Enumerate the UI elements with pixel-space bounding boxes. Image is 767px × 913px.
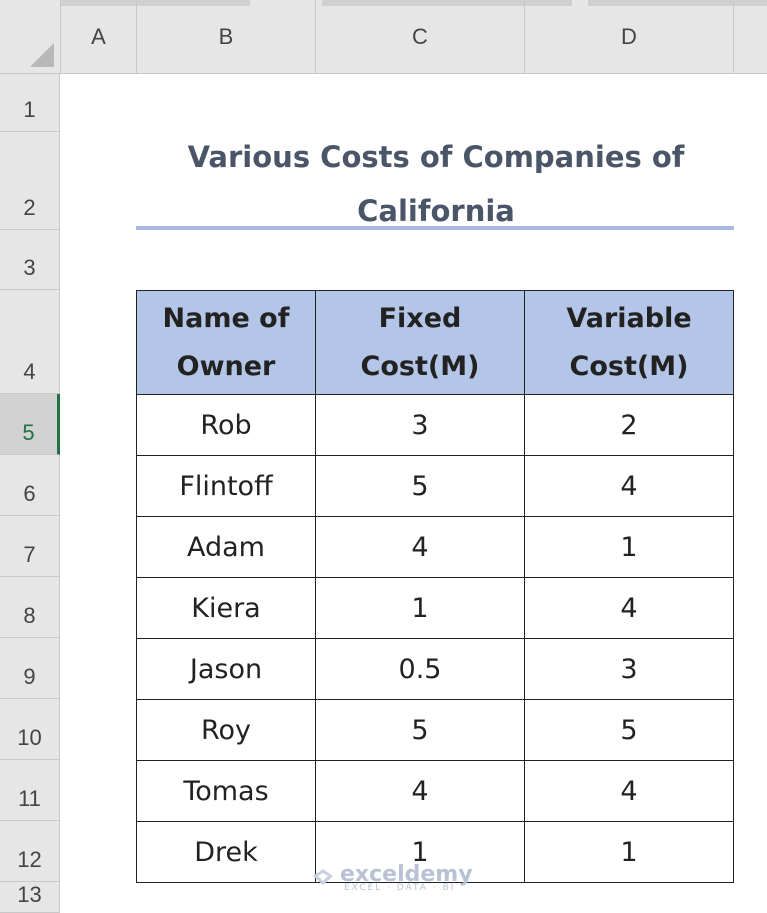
sheet-title: Various Costs of Companies of California: [187, 140, 685, 228]
top-strip: [60, 0, 250, 6]
variable-cost-cell[interactable]: 1: [524, 516, 734, 578]
watermark-subtitle: EXCEL · DATA · BI: [344, 883, 456, 893]
row-header-3[interactable]: 3: [0, 230, 60, 290]
table-row: Drek 1 1: [136, 821, 734, 883]
owner-cell[interactable]: Flintoff: [136, 455, 316, 517]
fixed-cost-cell[interactable]: 0.5: [315, 638, 525, 700]
row-header-5[interactable]: 5: [0, 394, 60, 455]
variable-cost-cell[interactable]: 2: [524, 394, 734, 456]
table-row: Flintoff 5 4: [136, 455, 734, 517]
row-header-8[interactable]: 8: [0, 577, 60, 638]
title-underline: [136, 226, 734, 230]
variable-cost-cell[interactable]: 4: [524, 577, 734, 639]
watermark: exceldemy EXCEL · DATA · BI: [312, 862, 473, 893]
column-header-b[interactable]: B: [137, 0, 316, 73]
variable-cost-cell[interactable]: 5: [524, 699, 734, 761]
owner-cell[interactable]: Kiera: [136, 577, 316, 639]
table-row: Rob 3 2: [136, 394, 734, 456]
row-header-4[interactable]: 4: [0, 290, 60, 394]
table-row: Jason 0.5 3: [136, 638, 734, 700]
variable-cost-cell[interactable]: 4: [524, 760, 734, 822]
row-header-2[interactable]: 2: [0, 132, 60, 230]
select-all-triangle-icon: [30, 43, 54, 67]
header-variable-cost[interactable]: Variable Cost(M): [524, 290, 734, 395]
fixed-cost-cell[interactable]: 5: [315, 699, 525, 761]
row-header-1[interactable]: 1: [0, 74, 60, 132]
row-header-13[interactable]: 13: [0, 882, 60, 913]
variable-cost-cell[interactable]: 3: [524, 638, 734, 700]
table-row: Tomas 4 4: [136, 760, 734, 822]
watermark-logo-text: exceldemy: [340, 862, 473, 887]
column-header-c[interactable]: C: [316, 0, 525, 73]
watermark-logo-icon: [313, 868, 333, 885]
row-header-6[interactable]: 6: [0, 455, 60, 516]
header-fixed-cost[interactable]: Fixed Cost(M): [315, 290, 525, 395]
column-header-a[interactable]: A: [61, 0, 137, 73]
column-header-bar: A B C D: [0, 0, 767, 74]
owner-cell[interactable]: Drek: [136, 821, 316, 883]
top-strip: [588, 0, 767, 6]
fixed-cost-cell[interactable]: 1: [315, 577, 525, 639]
fixed-cost-cell[interactable]: 4: [315, 516, 525, 578]
row-header-7[interactable]: 7: [0, 516, 60, 577]
fixed-cost-cell[interactable]: 1: [315, 821, 525, 883]
owner-cell[interactable]: Tomas: [136, 760, 316, 822]
owner-cell[interactable]: Roy: [136, 699, 316, 761]
table-row: Roy 5 5: [136, 699, 734, 761]
table-header-row: Name of Owner Fixed Cost(M) Variable Cos…: [136, 290, 734, 395]
header-owner[interactable]: Name of Owner: [136, 290, 316, 395]
fixed-cost-cell[interactable]: 3: [315, 394, 525, 456]
select-all-corner[interactable]: [0, 0, 61, 73]
table-row: Adam 4 1: [136, 516, 734, 578]
owner-cell[interactable]: Adam: [136, 516, 316, 578]
table-row: Kiera 1 4: [136, 577, 734, 639]
variable-cost-cell[interactable]: 1: [524, 821, 734, 883]
cost-table: Name of Owner Fixed Cost(M) Variable Cos…: [136, 290, 734, 883]
owner-cell[interactable]: Rob: [136, 394, 316, 456]
column-header-d[interactable]: D: [525, 0, 734, 73]
row-header-12[interactable]: 12: [0, 821, 60, 882]
row-header-10[interactable]: 10: [0, 699, 60, 760]
fixed-cost-cell[interactable]: 5: [315, 455, 525, 517]
row-header-9[interactable]: 9: [0, 638, 60, 699]
top-strip: [322, 0, 572, 6]
variable-cost-cell[interactable]: 4: [524, 455, 734, 517]
owner-cell[interactable]: Jason: [136, 638, 316, 700]
fixed-cost-cell[interactable]: 4: [315, 760, 525, 822]
row-header-11[interactable]: 11: [0, 760, 60, 821]
